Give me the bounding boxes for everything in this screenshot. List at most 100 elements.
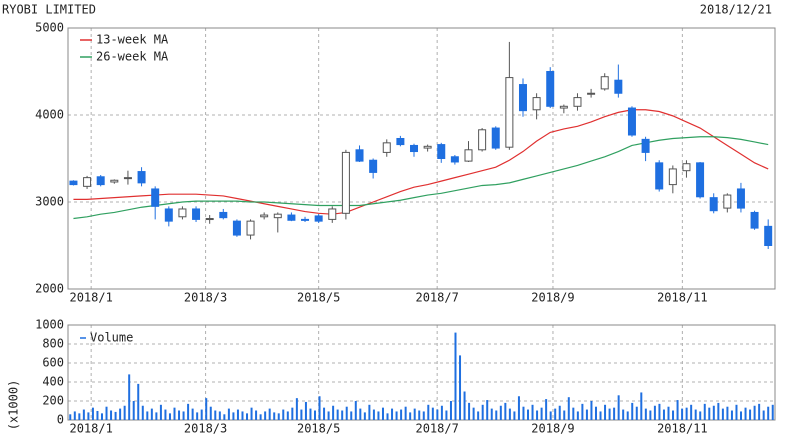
volume-bar xyxy=(241,411,244,420)
volume-bar xyxy=(540,407,543,420)
volume-bar xyxy=(436,409,439,420)
candle-body xyxy=(69,180,78,186)
candle-body xyxy=(532,97,541,111)
volume-bar xyxy=(527,409,530,420)
candle-body xyxy=(341,151,350,214)
volume-bar xyxy=(490,408,493,420)
volume-bar xyxy=(640,392,643,420)
volume-bar xyxy=(531,404,534,420)
candle-body xyxy=(110,179,119,183)
y-tick-label: 4000 xyxy=(35,108,64,122)
volume-bar xyxy=(391,408,394,420)
y-tick-label: 3000 xyxy=(35,195,64,209)
volume-bar xyxy=(418,410,421,420)
volume-bar xyxy=(291,407,294,420)
volume-bar xyxy=(159,404,162,420)
x-tick-label: 2018/3 xyxy=(184,422,227,436)
volume-bar xyxy=(313,410,316,420)
volume-bar xyxy=(708,407,711,420)
volume-bar xyxy=(123,405,126,420)
candle-body xyxy=(668,168,677,186)
volume-bar xyxy=(495,410,498,420)
y-tick-label: 0 xyxy=(57,413,64,427)
volume-bar xyxy=(209,406,212,420)
ma-line xyxy=(73,109,769,215)
volume-bar xyxy=(622,409,625,420)
x-tick-label: 2018/5 xyxy=(297,422,340,436)
volume-bar xyxy=(626,411,629,420)
candle-body xyxy=(246,220,255,236)
volume-bar xyxy=(413,408,416,420)
candle-body xyxy=(478,129,487,151)
volume-bar xyxy=(581,403,584,420)
candle-body xyxy=(437,144,446,160)
volume-bar xyxy=(504,402,507,420)
volume-bar xyxy=(286,411,289,420)
volume-bar xyxy=(635,406,638,420)
x-tick-label: 2018/11 xyxy=(657,422,708,436)
candle-body xyxy=(682,163,691,172)
volume-bar xyxy=(100,413,103,420)
volume-bar xyxy=(381,407,384,420)
volume-bar xyxy=(318,396,321,420)
volume-bar xyxy=(694,409,697,420)
y-tick-label: 800 xyxy=(42,337,64,351)
candle-body xyxy=(410,144,419,153)
candle-body xyxy=(587,92,596,95)
volume-bar xyxy=(350,411,353,420)
x-tick-label: 2018/11 xyxy=(657,291,708,305)
candle-body xyxy=(178,208,187,218)
candle-body xyxy=(83,177,92,187)
volume-bar xyxy=(554,408,557,420)
volume-bar xyxy=(354,401,357,420)
volume-bar xyxy=(753,405,756,420)
y-axis-label: (x1000) xyxy=(7,380,21,431)
volume-bar xyxy=(699,411,702,420)
volume-bar xyxy=(168,413,171,420)
candle-body xyxy=(287,214,296,221)
volume-bar xyxy=(712,405,715,420)
volume-bar xyxy=(771,404,774,420)
x-tick-label: 2018/3 xyxy=(184,291,227,305)
volume-bar xyxy=(472,407,475,420)
volume-bar xyxy=(264,411,267,420)
chart-title: RYOBI LIMITED xyxy=(2,3,96,17)
volume-bar xyxy=(246,413,249,420)
y-tick-label: 400 xyxy=(42,375,64,389)
volume-bar xyxy=(259,414,262,420)
volume-bar xyxy=(604,404,607,420)
plot-frame xyxy=(67,27,776,290)
volume-bar xyxy=(82,409,85,420)
volume-bar xyxy=(214,410,217,420)
volume-bar xyxy=(273,412,276,420)
volume-bar xyxy=(155,412,158,420)
volume-bar xyxy=(613,407,616,420)
candle-body xyxy=(123,177,132,180)
volume-bar xyxy=(368,404,371,420)
candle-body xyxy=(314,215,323,222)
x-tick-label: 2018/7 xyxy=(415,422,458,436)
volume-bar xyxy=(649,410,652,420)
volume-bar xyxy=(572,407,575,420)
volume-bar xyxy=(196,412,199,420)
candle-body xyxy=(396,137,405,146)
plot-frame xyxy=(67,324,776,421)
volume-bar xyxy=(594,406,597,420)
candle-body xyxy=(709,197,718,212)
candle-body xyxy=(573,97,582,107)
volume-bar xyxy=(232,412,235,420)
candle-body xyxy=(328,208,337,220)
volume-bar xyxy=(563,410,566,420)
volume-bar xyxy=(427,404,430,420)
volume-bar xyxy=(676,400,679,420)
volume-bar xyxy=(114,411,117,420)
candle-body xyxy=(219,211,228,219)
volume-bar xyxy=(721,408,724,420)
volume-bar xyxy=(717,402,720,420)
volume-bar xyxy=(295,398,298,420)
volume-bar xyxy=(372,409,375,420)
volume-bar xyxy=(146,411,149,420)
volume-bar xyxy=(400,409,403,420)
volume-bar xyxy=(250,407,253,420)
